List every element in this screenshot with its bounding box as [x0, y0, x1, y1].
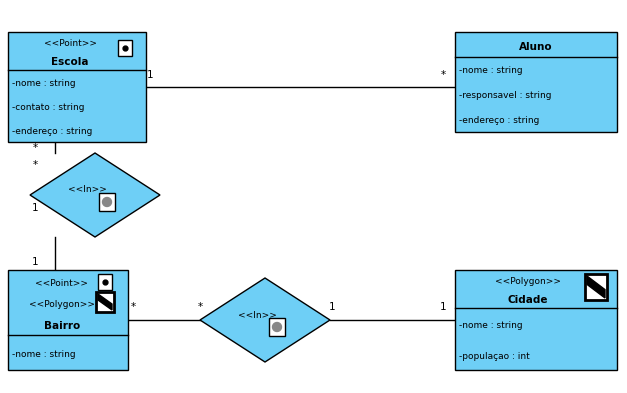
Text: -contato : string: -contato : string — [12, 103, 85, 112]
Text: *: * — [33, 160, 38, 170]
Text: <<In>>: <<In>> — [68, 185, 107, 195]
Text: 1: 1 — [440, 302, 446, 312]
Text: -nome : string: -nome : string — [12, 350, 76, 359]
Text: <<Polygon>>: <<Polygon>> — [29, 300, 95, 309]
Text: 1: 1 — [147, 70, 154, 80]
Text: Bairro: Bairro — [44, 321, 80, 331]
Text: *: * — [440, 70, 446, 80]
Bar — [269, 318, 285, 336]
Text: *: * — [198, 302, 203, 312]
Text: Escola: Escola — [51, 57, 89, 68]
Circle shape — [103, 198, 112, 206]
Text: Cidade: Cidade — [508, 296, 548, 305]
Bar — [98, 274, 112, 290]
Text: -nome : string: -nome : string — [12, 79, 76, 88]
Text: <<Polygon>>: <<Polygon>> — [495, 277, 561, 286]
Text: -nome : string: -nome : string — [459, 321, 523, 330]
Polygon shape — [200, 278, 330, 362]
Text: *: * — [33, 143, 38, 153]
Bar — [96, 292, 114, 312]
Bar — [455, 270, 617, 370]
Text: *: * — [130, 302, 135, 312]
Text: Aluno: Aluno — [519, 42, 553, 52]
Text: 1: 1 — [32, 203, 38, 213]
Text: -nome : string: -nome : string — [459, 66, 523, 75]
Bar — [8, 32, 146, 142]
Text: 1: 1 — [329, 302, 335, 312]
Bar — [99, 193, 115, 211]
Bar — [455, 32, 617, 132]
Polygon shape — [98, 294, 112, 310]
Text: -endereço : string: -endereço : string — [12, 127, 92, 136]
Polygon shape — [30, 153, 160, 237]
Bar — [8, 270, 128, 370]
Text: <<Point>>: <<Point>> — [44, 39, 97, 48]
Bar — [118, 40, 132, 56]
Circle shape — [273, 323, 282, 331]
Bar — [585, 274, 607, 300]
Text: -endereço : string: -endereço : string — [459, 116, 539, 125]
Text: <<In>>: <<In>> — [238, 310, 277, 320]
Polygon shape — [587, 276, 605, 298]
Text: 1: 1 — [32, 257, 38, 267]
Text: -responsavel : string: -responsavel : string — [459, 91, 552, 100]
Text: <<Point>>: <<Point>> — [36, 279, 88, 288]
Text: -populaçao : int: -populaçao : int — [459, 352, 530, 360]
